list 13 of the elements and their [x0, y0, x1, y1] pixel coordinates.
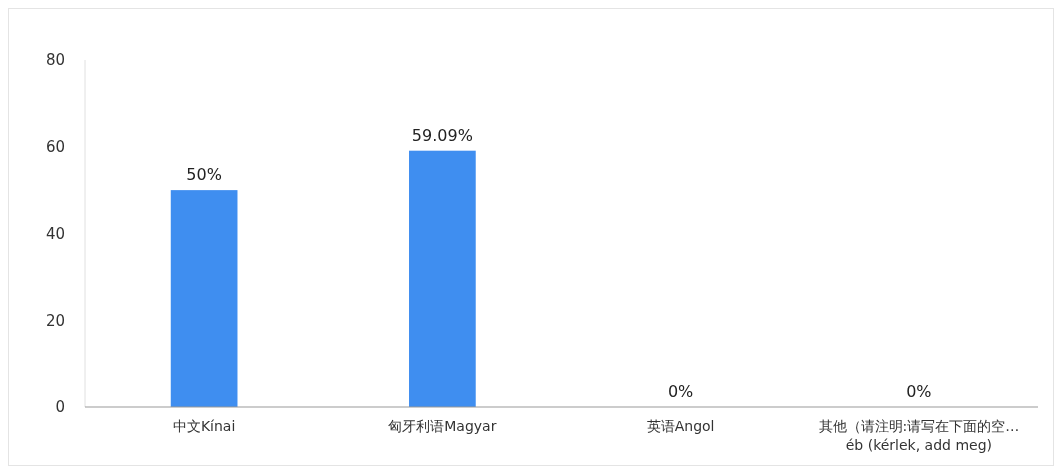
- y-tick-label: 60: [45, 138, 65, 156]
- data-label: 59.09%: [411, 125, 473, 145]
- data-label: 0%: [906, 382, 932, 401]
- x-tick-label: 其他（请注明:请写在下面的空… éb (kérlek, add meg): [818, 418, 1020, 453]
- x-tick-label: 匈牙利语Magyar: [388, 418, 497, 434]
- data-label: 50%: [186, 165, 222, 185]
- y-tick-label: 80: [45, 51, 65, 70]
- y-tick-label: 20: [45, 311, 65, 330]
- y-tick-label: 40: [45, 224, 65, 243]
- y-tick-label: 0: [55, 398, 65, 417]
- data-label: 0%: [667, 382, 694, 401]
- x-tick-label: 英语Angol: [646, 418, 715, 434]
- x-tick-label: 中文Kínai: [172, 418, 236, 434]
